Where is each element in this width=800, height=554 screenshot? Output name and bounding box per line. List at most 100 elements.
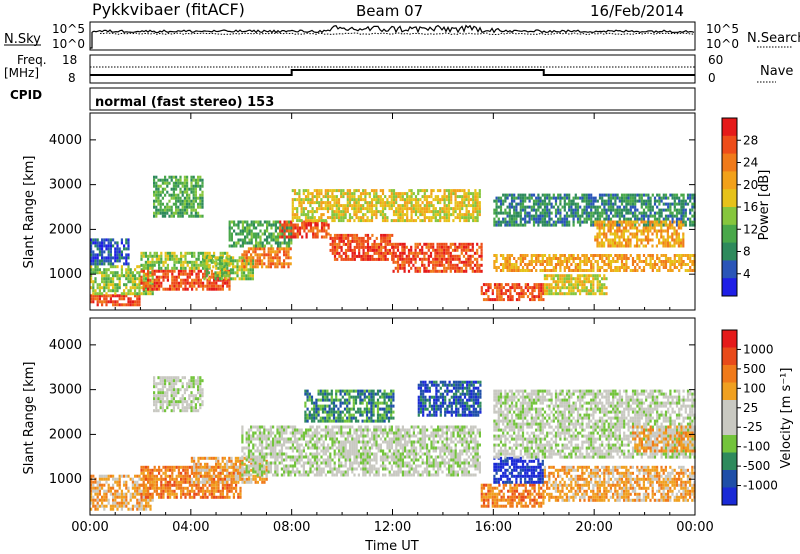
echo-cell [114, 498, 117, 502]
echo-cell [112, 486, 115, 490]
echo-cell [432, 245, 435, 249]
echo-cell [246, 235, 249, 239]
echo-cell [557, 260, 560, 263]
echo-cell [395, 201, 398, 205]
echo-cell [651, 214, 654, 218]
echo-cell [473, 257, 477, 261]
echo-cell [485, 298, 488, 302]
echo-cell [454, 201, 457, 205]
echo-cell [340, 192, 343, 196]
echo-cell [407, 248, 411, 252]
echo-cell [90, 262, 93, 266]
echo-cell [667, 214, 670, 218]
echo-cell [153, 474, 156, 478]
echo-cell [493, 263, 496, 266]
echo-cell [572, 289, 575, 293]
echo-cell [594, 235, 597, 239]
echo-cell [622, 235, 625, 239]
echo-cell [249, 274, 252, 278]
echo-cell [456, 213, 459, 217]
echo-cell [325, 223, 328, 227]
echo-cell [270, 238, 273, 242]
echo-cell [684, 223, 687, 227]
echo-cell [96, 507, 99, 511]
echo-cell [210, 495, 213, 499]
echo-cell [164, 486, 167, 490]
echo-cell [103, 474, 106, 478]
echo-cell [634, 266, 637, 269]
echo-cell [177, 199, 180, 203]
echo-cell [498, 289, 501, 293]
echo-cell [568, 223, 571, 227]
echo-cell [612, 193, 615, 197]
echo-cell [274, 226, 277, 230]
echo-cell [598, 283, 601, 287]
echo-cell [377, 257, 381, 261]
echo-cell [243, 268, 246, 272]
echo-cell [434, 219, 437, 223]
echo-cell [311, 210, 314, 214]
echo-cell [207, 265, 210, 269]
echo-cell [191, 483, 194, 487]
echo-cell [417, 201, 420, 205]
echo-cell [614, 214, 617, 218]
echo-cell [609, 254, 613, 257]
echo-cell [614, 220, 617, 224]
echo-cell [177, 468, 180, 472]
echo-cell [515, 266, 518, 269]
echo-cell [120, 495, 123, 499]
echo-cell [675, 220, 679, 224]
echo-cell [125, 501, 128, 505]
echo-cell [131, 271, 134, 275]
echo-cell [344, 210, 347, 214]
echo-cell [307, 229, 310, 233]
echo-cell [206, 284, 209, 288]
echo-cell [462, 269, 466, 273]
echo-cell [563, 283, 566, 287]
echo-cell [594, 205, 597, 209]
echo-cell [673, 208, 676, 212]
echo-cell [616, 229, 619, 233]
echo-cell [236, 262, 239, 266]
echo-cell [605, 286, 608, 290]
echo-cell [364, 257, 367, 261]
echo-cell [673, 229, 676, 233]
echo-cell [656, 211, 659, 215]
echo-cell [228, 287, 231, 291]
echo-cell [508, 269, 511, 272]
echo-cell [142, 266, 145, 270]
echo-cell [147, 489, 150, 493]
echo-cell [559, 199, 562, 203]
echo-cell [304, 189, 308, 193]
echo-cell [535, 254, 538, 257]
echo-cell [585, 277, 588, 281]
echo-cell [269, 265, 272, 269]
echo-cell [563, 266, 566, 269]
echo-cell [215, 486, 218, 490]
echo-cell [153, 477, 156, 481]
echo-cell [153, 199, 156, 203]
echo-cell [559, 263, 562, 266]
echo-cell [548, 263, 551, 266]
echo-cell [232, 271, 235, 275]
echo-cell [307, 195, 310, 199]
echo-cell [598, 223, 601, 227]
echo-cell [138, 501, 141, 505]
echo-cell [125, 268, 128, 272]
echo-cell [206, 495, 209, 499]
echo-cell [315, 192, 319, 196]
echo-cell [570, 211, 573, 215]
echo-cell [434, 269, 437, 273]
echo-cell [669, 266, 672, 269]
echo-cell [138, 486, 141, 490]
echo-cell [476, 219, 479, 223]
echo-cell [585, 280, 588, 284]
echo-cell [101, 280, 104, 284]
echo-cell [401, 213, 404, 217]
echo-cell [197, 184, 200, 188]
echo-cell [390, 219, 393, 223]
echo-cell [401, 198, 404, 202]
echo-cell [301, 226, 304, 230]
echo-cell [291, 207, 294, 211]
echo-cell [192, 208, 195, 212]
